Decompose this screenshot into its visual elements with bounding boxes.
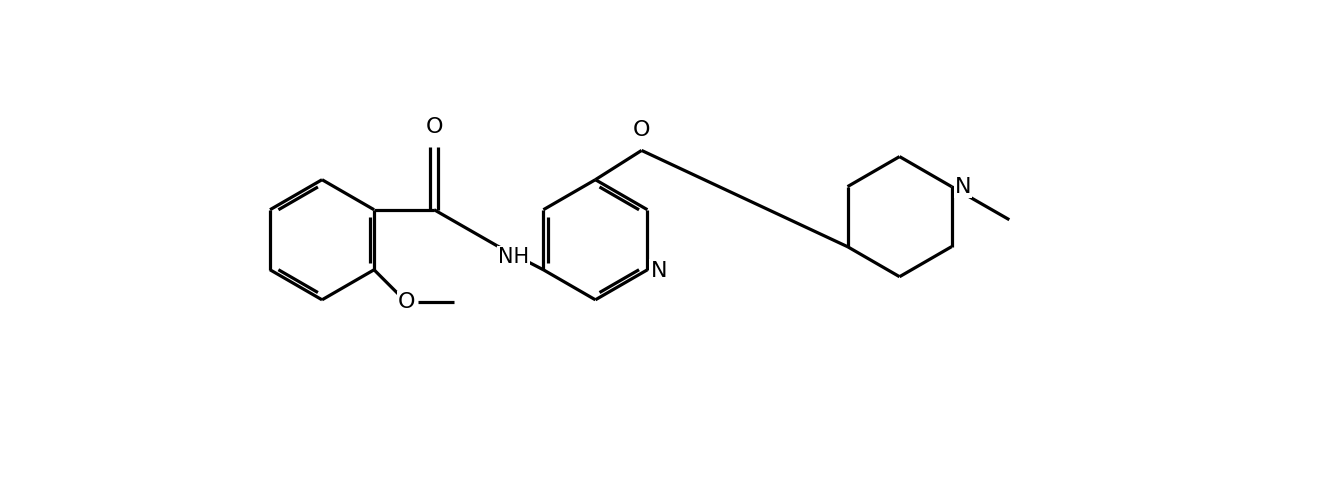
Text: NH: NH (498, 247, 529, 268)
Text: O: O (398, 292, 415, 312)
Text: O: O (633, 121, 650, 141)
Text: N: N (651, 261, 667, 281)
Text: N: N (954, 176, 971, 196)
Text: O: O (426, 117, 443, 137)
